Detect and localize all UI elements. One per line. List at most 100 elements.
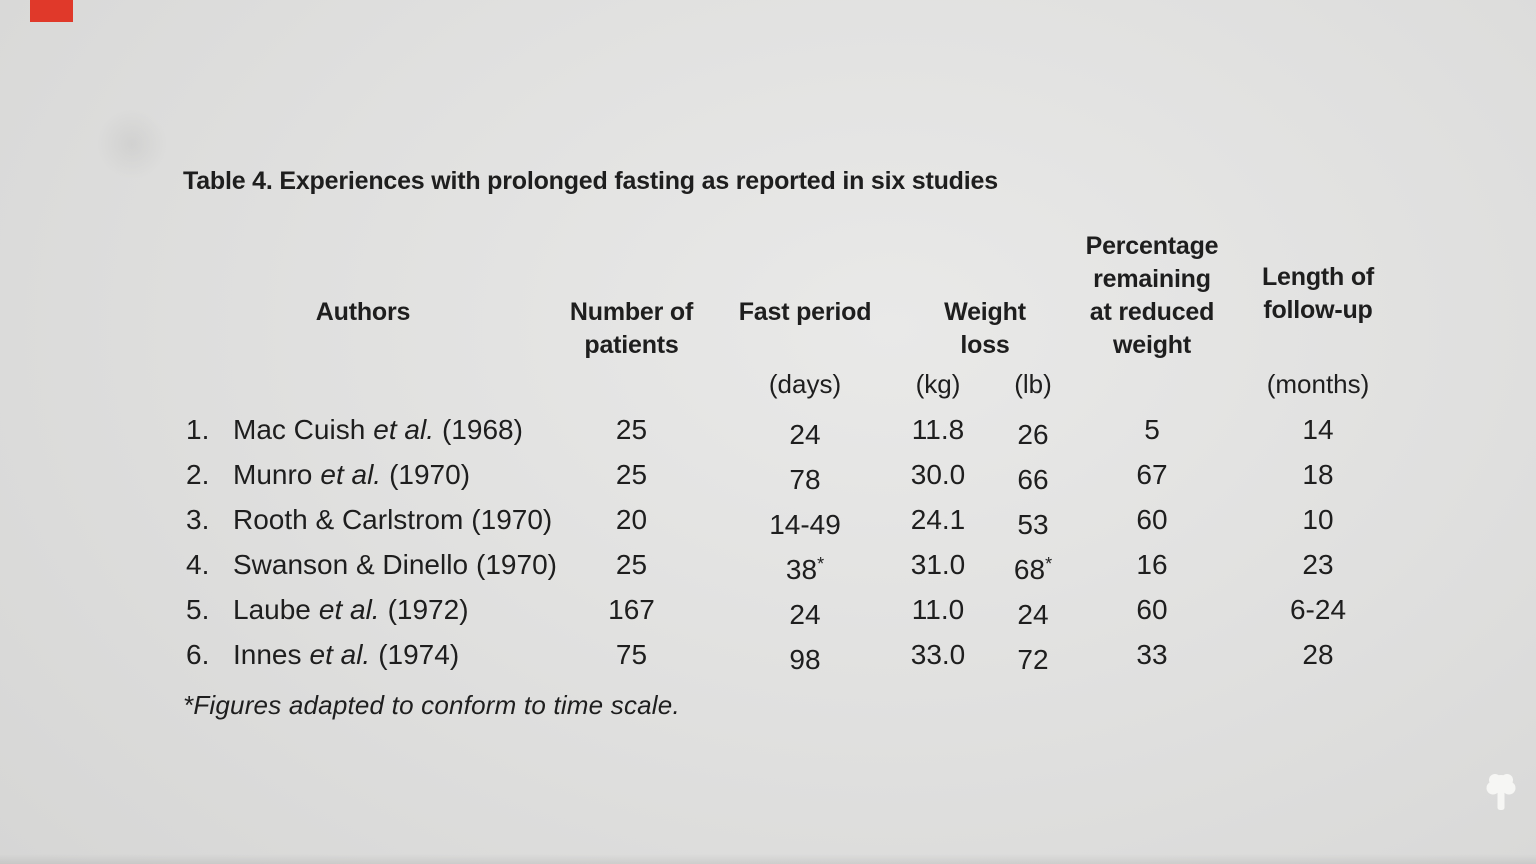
cell-weight-kg: 24.1 <box>910 504 966 535</box>
table-body: 1. Mac Cuish et al. (1968) 25 24 11.8 26 5 … <box>183 407 1412 677</box>
column-header-percentage-remaining: Percentage remaining at reduced weight <box>1080 222 1224 362</box>
header-weight-line2: loss <box>960 331 1010 359</box>
column-header-fast-period: Fast period <box>720 222 890 362</box>
author-name: Innes <box>233 639 302 670</box>
cell-follow-up: 28 <box>1302 639 1334 670</box>
header-authors-label: Authors <box>315 298 411 326</box>
cell-weight-lb: 72 <box>986 632 1080 677</box>
column-header-number-of-patients: Number of patients <box>543 222 720 362</box>
cell-fast-period: 14-49 <box>720 497 890 542</box>
scan-smudge <box>96 108 168 180</box>
header-follow-line2: follow-up <box>1263 296 1373 324</box>
header-fast-label: Fast period <box>738 298 872 326</box>
fast-value: 98 <box>789 644 821 675</box>
cell-percentage-remaining: 60 <box>1136 594 1168 625</box>
cell-weight-kg: 31.0 <box>910 549 966 580</box>
cell-patients: 25 <box>615 414 648 445</box>
cell-percentage-remaining: 5 <box>1144 414 1160 445</box>
cell-patients: 20 <box>615 504 648 535</box>
header-pct-line2: remaining <box>1093 265 1211 293</box>
row-number: 6. <box>186 639 210 670</box>
column-header-authors: Authors <box>183 222 543 362</box>
table-title: Table 4. Experiences with prolonged fast… <box>183 167 998 195</box>
cell-weight-lb: 26 <box>986 407 1080 452</box>
table-row: 5. Laube et al. (1972) 167 24 11.0 24 60 6-… <box>183 587 1412 632</box>
cell-fast-period: 24 <box>720 407 890 452</box>
author-name: Rooth & Carlstrom <box>233 504 464 535</box>
cell-follow-up: 23 <box>1302 549 1334 580</box>
cell-patients: 167 <box>608 594 655 625</box>
unit-kg: (kg) <box>915 369 961 399</box>
fast-value: 78 <box>789 464 821 495</box>
lb-value: 66 <box>1017 464 1049 495</box>
table-row: 2. Munro et al. (1970) 25 78 30.0 66 67 18 <box>183 452 1412 497</box>
cell-patients: 25 <box>615 549 648 580</box>
author-year: (1974) <box>378 639 460 670</box>
table-row: 6. Innes et al. (1974) 75 98 33.0 72 33 28 <box>183 632 1412 677</box>
tree-icon <box>1486 774 1516 810</box>
author-etal: et al. <box>320 459 382 490</box>
author-year: (1970) <box>389 459 471 490</box>
cell-authors: 1. Mac Cuish et al. (1968) <box>183 407 543 452</box>
cell-patients: 25 <box>615 459 648 490</box>
cell-fast-period: 24 <box>720 587 890 632</box>
lb-value: 53 <box>1017 509 1049 540</box>
header-pct-line4: weight <box>1113 331 1191 359</box>
header-pct-line3: at reduced <box>1089 298 1215 326</box>
header-patients-line1: Number of <box>569 298 694 326</box>
cell-follow-up: 10 <box>1302 504 1334 535</box>
table-footnote: *Figures adapted to conform to time scal… <box>183 690 680 720</box>
table-header: Authors Number of patients Fast period W… <box>183 222 1412 407</box>
author-name: Laube <box>233 594 311 625</box>
cell-follow-up: 14 <box>1302 414 1334 445</box>
author-year: (1972) <box>387 594 469 625</box>
lb-value: 26 <box>1017 419 1049 450</box>
cell-weight-lb: 24 <box>986 587 1080 632</box>
author-year: (1970) <box>476 549 557 580</box>
lb-value: 24 <box>1017 599 1049 630</box>
row-number: 4. <box>186 549 210 580</box>
fast-value: 24 <box>789 599 821 630</box>
cell-percentage-remaining: 67 <box>1136 459 1168 490</box>
table-row: 3. Rooth & Carlstrom (1970) 20 14-49 24.1 … <box>183 497 1412 542</box>
cell-weight-lb: 68* <box>986 542 1080 587</box>
cell-fast-period: 38* <box>720 542 890 587</box>
bottom-shade <box>0 854 1536 864</box>
unit-days: (days) <box>768 369 842 399</box>
fast-asterisk: * <box>817 554 825 574</box>
cell-weight-kg: 30.0 <box>910 459 966 490</box>
column-header-length-of-follow-up: Length of follow-up <box>1224 222 1412 362</box>
author-etal: et al. <box>318 594 380 625</box>
cell-authors: 2. Munro et al. (1970) <box>183 452 543 497</box>
cell-weight-lb: 66 <box>986 452 1080 497</box>
cell-weight-lb: 53 <box>986 497 1080 542</box>
fast-value: 38 <box>785 554 818 585</box>
lb-asterisk: * <box>1045 554 1053 574</box>
author-etal: et al. <box>309 639 371 670</box>
header-patients-line2: patients <box>584 331 679 359</box>
cell-authors: 4. Swanson & Dinello (1970) <box>183 542 557 587</box>
row-number: 2. <box>186 459 210 490</box>
author-year: (1970) <box>471 504 553 535</box>
author-year: (1968) <box>441 414 523 445</box>
cell-follow-up: 18 <box>1302 459 1334 490</box>
fast-value: 14-49 <box>769 509 841 540</box>
cell-weight-kg: 11.8 <box>911 414 965 445</box>
row-number: 3. <box>186 504 210 535</box>
author-name: Mac Cuish <box>233 414 366 445</box>
table-row: 1. Mac Cuish et al. (1968) 25 24 11.8 26 5 … <box>183 407 1412 452</box>
cell-percentage-remaining: 16 <box>1136 549 1168 580</box>
cell-authors: 3. Rooth & Carlstrom (1970) <box>183 497 552 542</box>
header-follow-line1: Length of <box>1261 263 1375 291</box>
cell-follow-up: 6-24 <box>1289 594 1347 625</box>
author-etal: et al. <box>373 414 434 445</box>
header-weight-line1: Weight <box>944 298 1026 326</box>
cell-patients: 75 <box>615 639 648 670</box>
table-row: 4. Swanson & Dinello (1970) 25 38* 31.0 68… <box>183 542 1412 587</box>
cell-fast-period: 78 <box>720 452 890 497</box>
cell-percentage-remaining: 60 <box>1136 504 1168 535</box>
author-name: Munro <box>233 459 313 490</box>
cell-authors: 6. Innes et al. (1974) <box>183 632 543 677</box>
author-name: Swanson & Dinello <box>233 549 469 580</box>
